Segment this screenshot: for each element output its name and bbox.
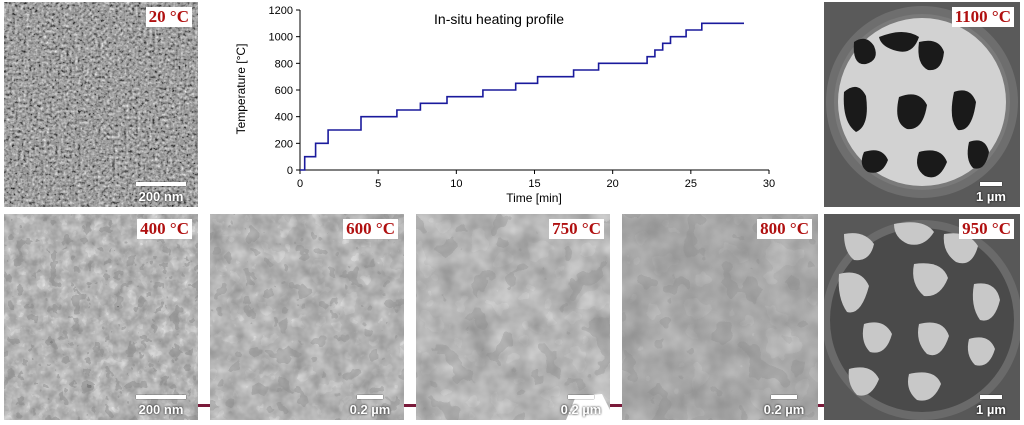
x-tick-label: 30 <box>763 178 775 190</box>
scale-bar-line <box>980 395 1002 399</box>
scale-bar-line <box>568 395 594 399</box>
scale-bar-label: 0.2 µm <box>763 402 805 417</box>
scale-bar: 0.2 µm <box>556 395 606 417</box>
heating-profile-line <box>300 22 744 171</box>
scale-bar-line <box>771 395 797 399</box>
micrograph-texture <box>416 214 610 420</box>
scale-bar-line <box>980 182 1002 186</box>
scale-bar-line <box>136 182 186 186</box>
x-tick-label: 25 <box>685 178 697 190</box>
scale-bar: 200 nm <box>133 395 189 417</box>
micrograph-750c: 750 °C 0.2 µm <box>416 214 610 420</box>
x-tick-label: 0 <box>297 178 303 190</box>
x-axis-title: Time [min] <box>506 191 562 205</box>
panel-connector <box>404 404 416 407</box>
y-tick-label: 1200 <box>269 5 293 17</box>
temperature-label: 750 °C <box>549 219 604 239</box>
scale-bar: 1 µm <box>971 395 1011 417</box>
temperature-label: 20 °C <box>145 7 192 27</box>
scale-bar: 1 µm <box>971 182 1011 204</box>
y-tick-label: 400 <box>275 112 293 124</box>
temperature-label: 600 °C <box>343 219 398 239</box>
heating-profile-chart: In-situ heating profile Time [min] Tempe… <box>234 5 776 205</box>
chart-title: In-situ heating profile <box>434 11 564 27</box>
temperature-label: 1100 °C <box>951 7 1014 27</box>
scale-bar-label: 0.2 µm <box>560 402 602 417</box>
scale-bar-label: 0.2 µm <box>349 402 391 417</box>
scale-bar: 0.2 µm <box>759 395 809 417</box>
scale-bar-line <box>136 395 186 399</box>
temperature-label: 800 °C <box>757 219 812 239</box>
micrograph-texture <box>4 2 198 207</box>
micrograph-20c: 20 °C 200 nm <box>4 2 198 207</box>
y-tick-label: 200 <box>275 138 293 150</box>
micrograph-1100c: 1100 °C 1 µm <box>824 2 1020 207</box>
scale-bar-label: 1 µm <box>976 402 1006 417</box>
scale-bar: 200 nm <box>133 182 189 204</box>
panel-connector <box>198 404 210 407</box>
panel-connector <box>610 404 622 407</box>
x-tick-label: 20 <box>607 178 619 190</box>
scale-bar: 0.2 µm <box>345 395 395 417</box>
micrograph-texture <box>824 214 1020 420</box>
y-tick-label: 1000 <box>269 32 293 44</box>
micrograph-400c: 400 °C 200 nm <box>4 214 198 420</box>
y-tick-label: 800 <box>275 58 293 70</box>
y-tick-label: 600 <box>275 85 293 97</box>
micrograph-texture <box>4 214 198 420</box>
y-axis-title: Temperature [°C] <box>234 44 248 135</box>
scale-bar-line <box>357 395 383 399</box>
x-tick-label: 10 <box>450 178 462 190</box>
micrograph-texture <box>622 214 818 420</box>
chart-lines <box>300 22 744 171</box>
chart-ticks: 0 5 10 15 20 25 30 0 200 400 600 800 1000 1200 <box>269 5 776 190</box>
x-tick-label: 5 <box>375 178 381 190</box>
x-tick-label: 15 <box>528 178 540 190</box>
temperature-label: 950 °C <box>959 219 1014 239</box>
micrograph-texture <box>210 214 404 420</box>
micrograph-600c: 600 °C 0.2 µm <box>210 214 404 420</box>
micrograph-950c: 950 °C 1 µm <box>824 214 1020 420</box>
scale-bar-label: 1 µm <box>976 189 1006 204</box>
micrograph-texture <box>824 2 1020 207</box>
scale-bar-label: 200 nm <box>138 189 184 204</box>
micrograph-800c: 800 °C 0.2 µm <box>622 214 818 420</box>
panel-connector <box>818 404 824 407</box>
scale-bar-label: 200 nm <box>138 402 184 417</box>
y-tick-label: 0 <box>287 165 293 177</box>
temperature-label: 400 °C <box>137 219 192 239</box>
chart-axes <box>299 10 769 171</box>
